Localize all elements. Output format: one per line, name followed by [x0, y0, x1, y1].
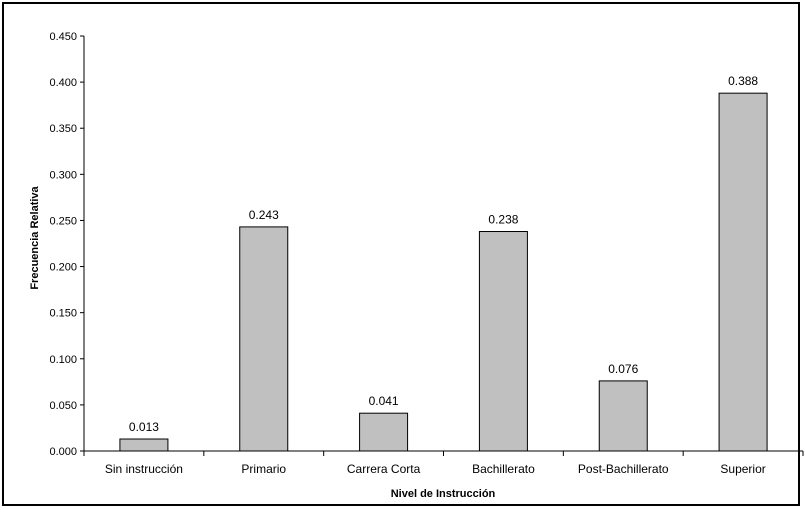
data-label: 0.238: [488, 213, 518, 227]
x-tick-label: Post-Bachillerato: [578, 462, 669, 476]
data-label: 0.013: [129, 420, 159, 434]
y-tick-label: 0.000: [49, 446, 77, 458]
data-label: 0.243: [249, 208, 279, 222]
y-tick-label: 0.250: [49, 215, 77, 227]
x-tick-label: Superior: [720, 462, 765, 476]
y-tick-label: 0.050: [49, 400, 77, 412]
y-tick-label: 0.200: [49, 262, 77, 274]
bar: [718, 92, 768, 452]
bar: [119, 438, 169, 452]
x-tick-label: Carrera Corta: [347, 462, 421, 476]
axes: 0.000 0.050 0.100 0.150 0.200 0.250 0.300 0.350…: [49, 31, 804, 458]
y-tick-label: 0.450: [49, 31, 77, 43]
x-tick-label: Bachillerato: [472, 462, 535, 476]
data-label: 0.041: [369, 394, 399, 408]
x-tick-label: Sin instrucción: [105, 462, 183, 476]
x-tick-label: Primario: [241, 462, 286, 476]
y-tick-label: 0.350: [49, 123, 77, 135]
bar: [598, 380, 648, 452]
bars: [119, 92, 768, 452]
bar: [478, 231, 528, 452]
y-tick-label: 0.150: [49, 308, 77, 320]
bar: [359, 412, 409, 452]
y-tick-label: 0.100: [49, 354, 77, 366]
y-axis-title: Frecuencia Relativa: [29, 185, 41, 289]
y-tick-label: 0.400: [49, 77, 77, 89]
x-axis-title: Nivel de Instrucción: [391, 488, 496, 500]
labels: 0.013 Sin instrucción 0.243 Primario 0.041 Ca…: [105, 74, 766, 476]
data-label: 0.388: [728, 74, 758, 88]
bar: [239, 226, 289, 452]
y-tick-label: 0.300: [49, 169, 77, 181]
data-label: 0.076: [608, 362, 638, 376]
